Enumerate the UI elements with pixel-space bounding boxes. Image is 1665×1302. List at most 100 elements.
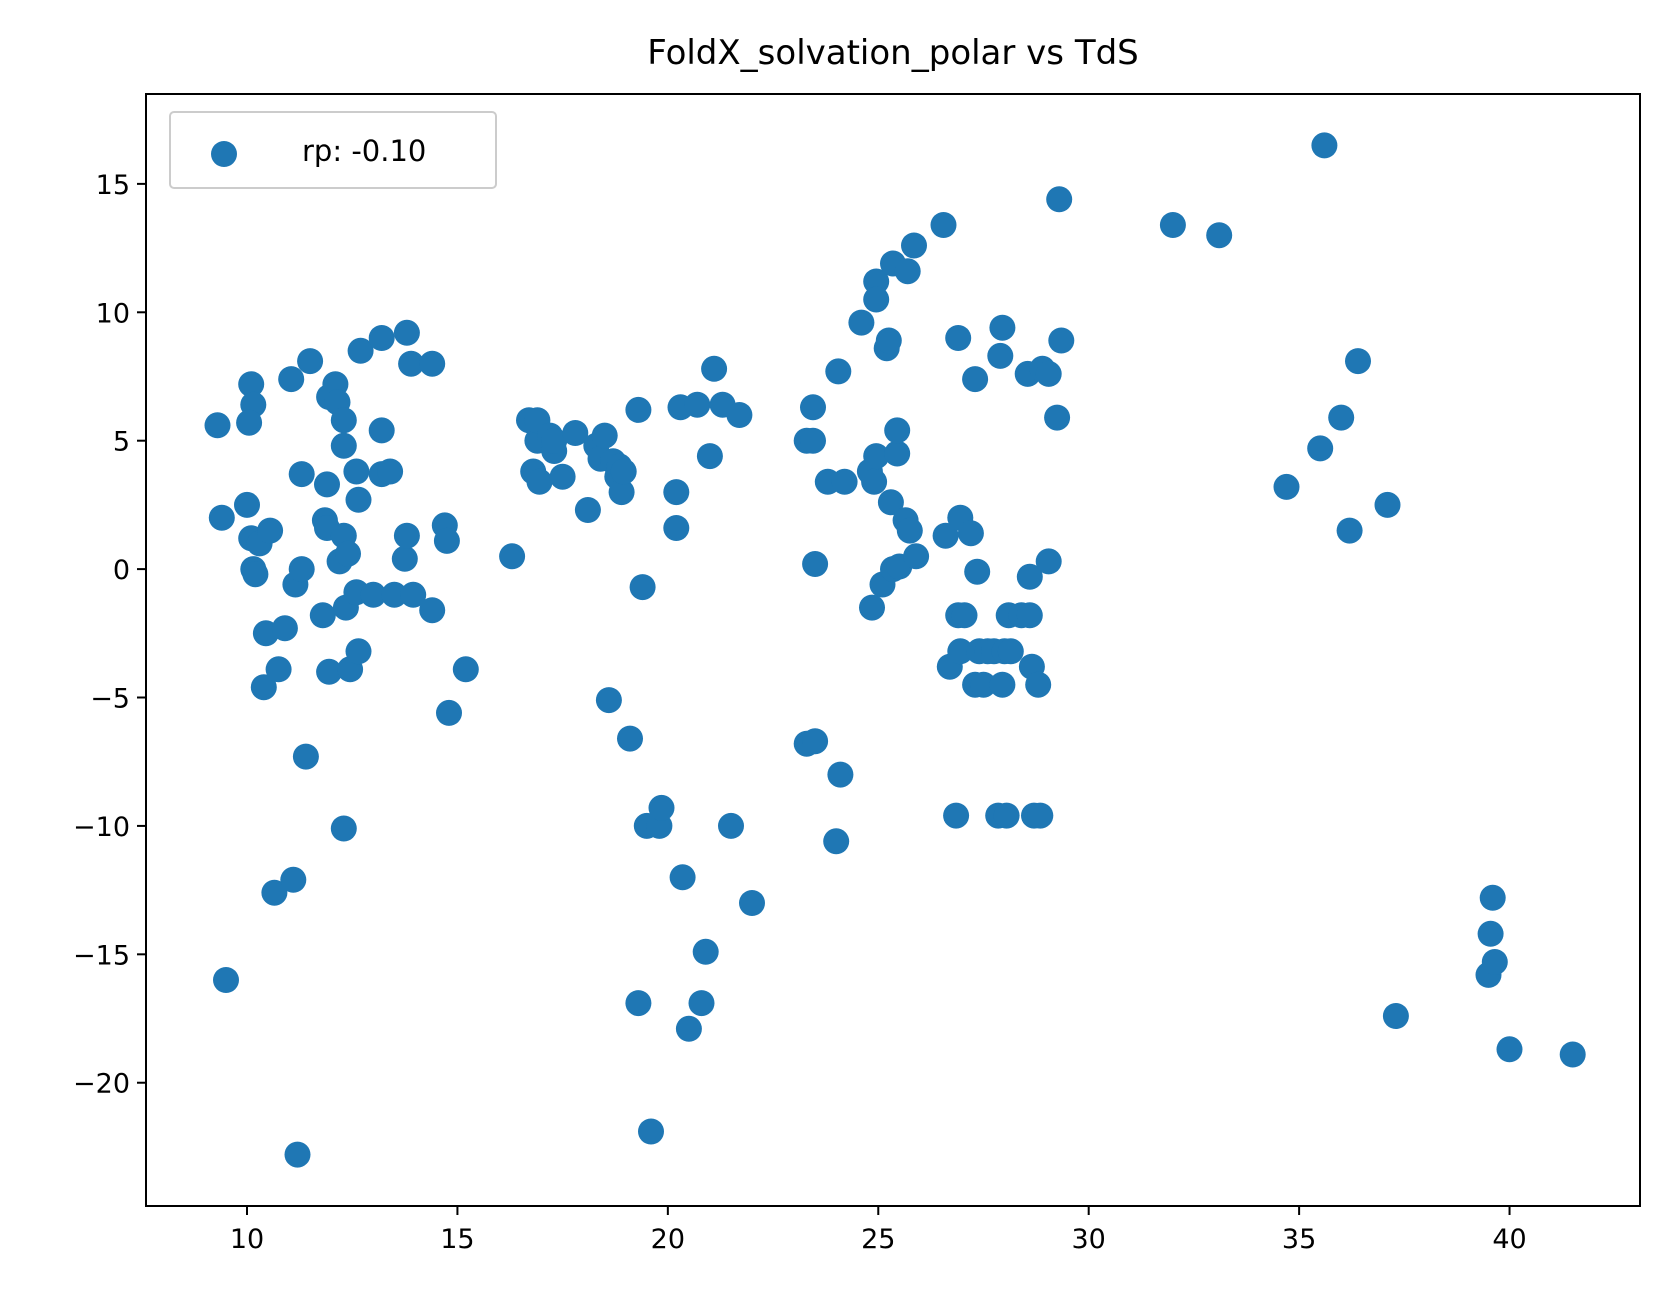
data-point	[638, 1118, 664, 1145]
data-point	[800, 394, 826, 421]
data-point	[271, 615, 298, 642]
data-point	[377, 458, 404, 485]
data-point	[1206, 222, 1233, 249]
data-point	[692, 938, 719, 965]
data-point	[204, 412, 231, 439]
data-point	[903, 543, 930, 570]
x-tick-label: 15	[440, 1224, 474, 1255]
y-tick-label: 5	[113, 427, 130, 458]
legend: rp: -0.10	[169, 111, 497, 189]
data-point	[825, 358, 852, 385]
data-point	[684, 391, 711, 418]
data-point	[419, 350, 446, 377]
data-point	[1044, 404, 1071, 431]
data-point	[861, 468, 888, 495]
plot-frame	[145, 93, 1641, 1207]
data-point	[863, 268, 890, 295]
data-point	[863, 286, 890, 313]
data-point	[989, 314, 1016, 341]
data-point	[823, 828, 850, 855]
data-point	[330, 407, 357, 434]
data-point	[875, 327, 902, 354]
data-point	[368, 417, 395, 444]
data-point	[877, 489, 904, 516]
data-point	[292, 743, 319, 770]
data-point	[574, 497, 601, 523]
data-point	[549, 463, 576, 490]
data-point	[970, 671, 997, 698]
data-point	[1477, 920, 1504, 947]
data-point	[343, 458, 370, 485]
data-point	[284, 1141, 311, 1168]
data-point	[242, 561, 269, 588]
data-point	[393, 319, 420, 346]
x-tick-label: 10	[230, 1224, 264, 1255]
data-point	[213, 967, 239, 993]
data-point	[1035, 548, 1062, 575]
data-point	[1481, 949, 1508, 975]
data-point	[208, 504, 235, 531]
data-point	[1345, 348, 1371, 375]
y-tick-label: 0	[113, 555, 130, 586]
x-tick-label: 35	[1282, 1224, 1316, 1255]
data-point	[1559, 1041, 1586, 1068]
legend-marker	[211, 141, 237, 167]
data-point	[894, 258, 921, 285]
data-point	[345, 638, 372, 665]
data-point	[863, 443, 890, 470]
data-point	[802, 728, 829, 755]
data-point	[629, 574, 656, 601]
data-point	[261, 879, 288, 906]
data-point	[930, 212, 957, 238]
data-point	[297, 348, 324, 375]
data-point	[345, 486, 372, 513]
data-point	[499, 543, 526, 570]
data-point	[901, 232, 927, 259]
data-point	[625, 990, 652, 1017]
data-point	[452, 656, 479, 683]
data-point	[957, 520, 984, 547]
data-point	[989, 671, 1016, 698]
data-point	[368, 325, 395, 351]
data-point	[1311, 132, 1338, 159]
data-point	[526, 468, 553, 495]
data-point	[257, 517, 284, 544]
data-point	[280, 866, 307, 893]
data-point	[541, 427, 568, 454]
data-point	[335, 540, 361, 567]
data-point	[398, 350, 425, 377]
chart-title: FoldX_solvation_polar vs TdS	[647, 33, 1139, 73]
data-point	[800, 427, 826, 454]
data-point	[234, 491, 260, 518]
data-point	[802, 551, 829, 577]
data-point	[360, 581, 387, 608]
data-point	[288, 556, 315, 583]
data-point	[1479, 884, 1506, 911]
data-point	[381, 581, 408, 608]
data-point	[393, 522, 420, 549]
data-point	[236, 409, 263, 436]
legend-box	[169, 111, 497, 189]
data-point	[726, 402, 753, 428]
y-axis: 15 10 5 0 −5 −10 −15 −20	[73, 170, 146, 1100]
x-axis: 10 15 20 25 30 35 40	[230, 1206, 1527, 1255]
data-point	[1048, 327, 1075, 354]
data-point	[997, 638, 1024, 665]
x-tick-label: 30	[1072, 1224, 1106, 1255]
data-point	[608, 479, 635, 506]
data-point	[962, 366, 989, 393]
data-point	[663, 479, 690, 506]
data-point	[238, 371, 265, 398]
data-point	[562, 420, 589, 446]
data-point	[993, 802, 1020, 829]
x-tick-label: 25	[861, 1224, 895, 1255]
data-point	[947, 638, 974, 665]
data-point	[400, 581, 427, 608]
data-point	[314, 471, 340, 498]
data-point	[688, 990, 715, 1017]
data-point	[265, 656, 292, 683]
data-point	[617, 725, 643, 752]
data-point	[1273, 473, 1300, 500]
